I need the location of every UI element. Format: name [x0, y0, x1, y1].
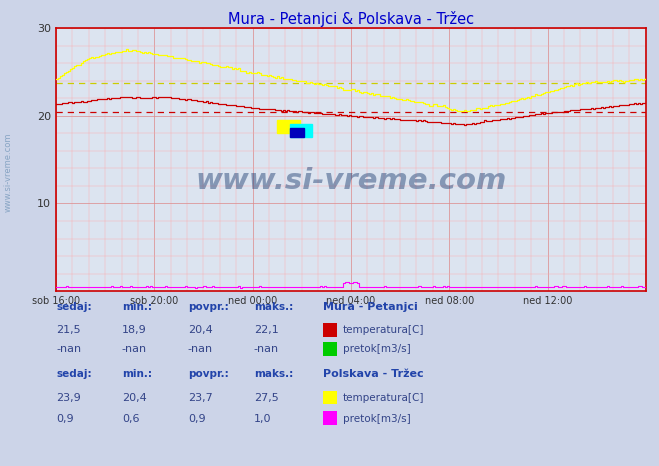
Text: 20,4: 20,4 [188, 325, 213, 335]
Text: -nan: -nan [188, 344, 213, 354]
Text: 23,9: 23,9 [56, 393, 81, 403]
Text: povpr.:: povpr.: [188, 370, 229, 379]
Title: Mura - Petanjci & Polskava - Tržec: Mura - Petanjci & Polskava - Tržec [228, 11, 474, 27]
Text: Mura - Petanjci: Mura - Petanjci [323, 302, 418, 312]
Bar [289, 128, 304, 137]
Text: 20,4: 20,4 [122, 393, 147, 403]
Text: -nan: -nan [56, 344, 81, 354]
Text: sedaj:: sedaj: [56, 370, 92, 379]
Text: sedaj:: sedaj: [56, 302, 92, 312]
Bar [289, 123, 312, 137]
Text: temperatura[C]: temperatura[C] [343, 393, 424, 403]
Text: 27,5: 27,5 [254, 393, 279, 403]
Text: 18,9: 18,9 [122, 325, 147, 335]
Text: 21,5: 21,5 [56, 325, 80, 335]
Text: maks.:: maks.: [254, 370, 293, 379]
Text: temperatura[C]: temperatura[C] [343, 325, 424, 335]
Text: pretok[m3/s]: pretok[m3/s] [343, 344, 411, 354]
Text: min.:: min.: [122, 370, 152, 379]
Bar [277, 120, 300, 133]
Text: 0,9: 0,9 [56, 414, 74, 424]
Text: Polskava - Tržec: Polskava - Tržec [323, 370, 424, 379]
Text: www.si-vreme.com: www.si-vreme.com [3, 133, 13, 212]
Text: min.:: min.: [122, 302, 152, 312]
Text: 0,9: 0,9 [188, 414, 206, 424]
Text: -nan: -nan [122, 344, 147, 354]
Text: pretok[m3/s]: pretok[m3/s] [343, 414, 411, 424]
Text: 22,1: 22,1 [254, 325, 279, 335]
Text: 0,6: 0,6 [122, 414, 140, 424]
Text: www.si-vreme.com: www.si-vreme.com [195, 167, 507, 195]
Text: -nan: -nan [254, 344, 279, 354]
Text: 23,7: 23,7 [188, 393, 213, 403]
Text: 1,0: 1,0 [254, 414, 272, 424]
Text: povpr.:: povpr.: [188, 302, 229, 312]
Text: maks.:: maks.: [254, 302, 293, 312]
